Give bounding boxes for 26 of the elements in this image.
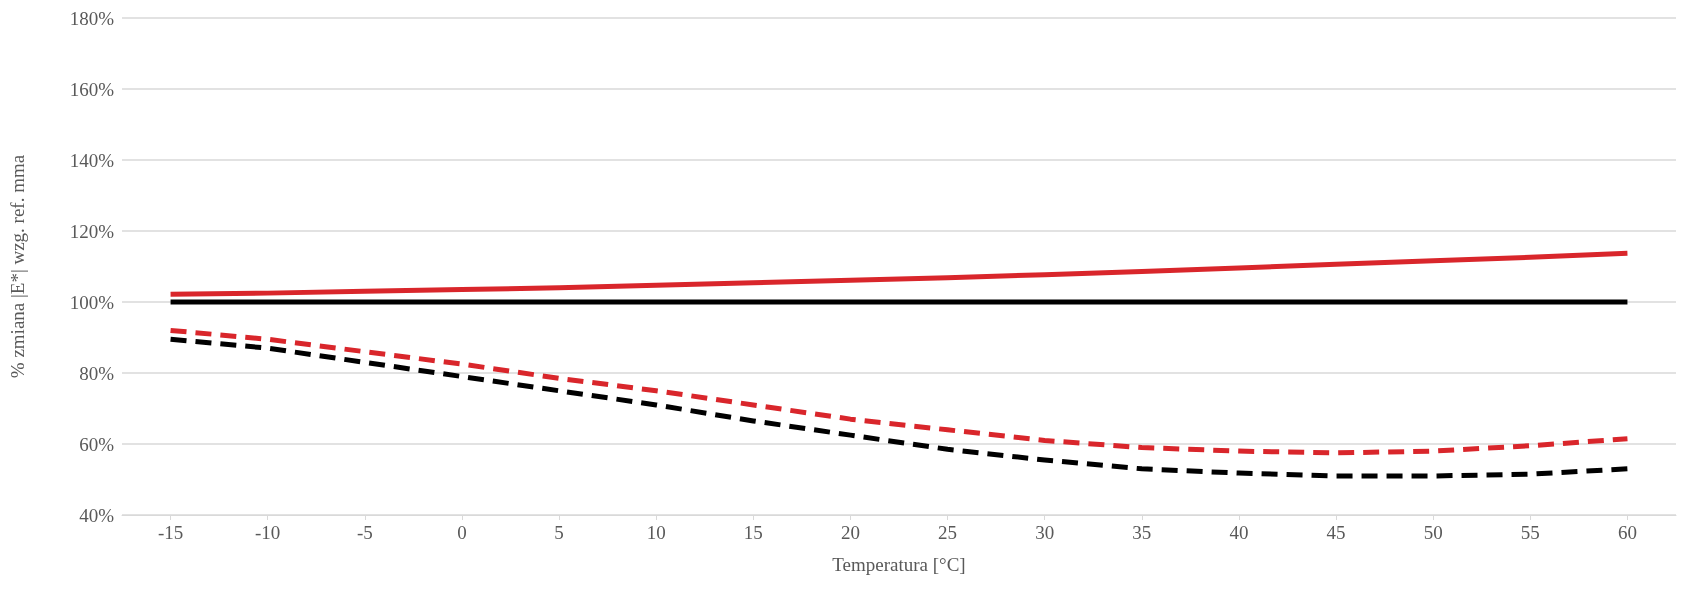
x-tick-label: -5: [356, 522, 373, 543]
x-tick-label: 30: [1035, 522, 1055, 543]
x-tick-label: 15: [743, 522, 763, 543]
y-tick-label: 60%: [79, 433, 115, 455]
y-tick-label: 40%: [79, 504, 115, 526]
x-tick-label: 35: [1132, 522, 1152, 543]
y-tick-label: 100%: [69, 291, 115, 313]
y-tick-label: 120%: [69, 220, 115, 242]
y-tick-label: 80%: [79, 362, 115, 384]
x-tick-label: 50: [1423, 522, 1443, 543]
y-tick-label: 180%: [69, 7, 115, 29]
x-tick-label: 55: [1520, 522, 1540, 543]
x-tick-label: 10: [646, 522, 666, 543]
y-tick-label: 140%: [69, 149, 115, 171]
x-tick-label: 40: [1229, 522, 1249, 543]
x-axis-title: Temperatura [°C]: [832, 554, 966, 575]
x-tick-label: -10: [255, 522, 281, 543]
x-tick-label: 60: [1617, 522, 1637, 543]
y-tick-label: 160%: [69, 78, 115, 100]
x-tick-label: 5: [554, 522, 564, 543]
x-tick-label: -15: [157, 522, 184, 543]
x-tick-label: 20: [840, 522, 860, 543]
x-tick-label: 25: [938, 522, 958, 543]
x-tick-label: 45: [1326, 522, 1346, 543]
x-tick-label: 0: [457, 522, 467, 543]
y-axis-title: % zmiana |E*| wzg. ref. mma: [7, 154, 28, 379]
